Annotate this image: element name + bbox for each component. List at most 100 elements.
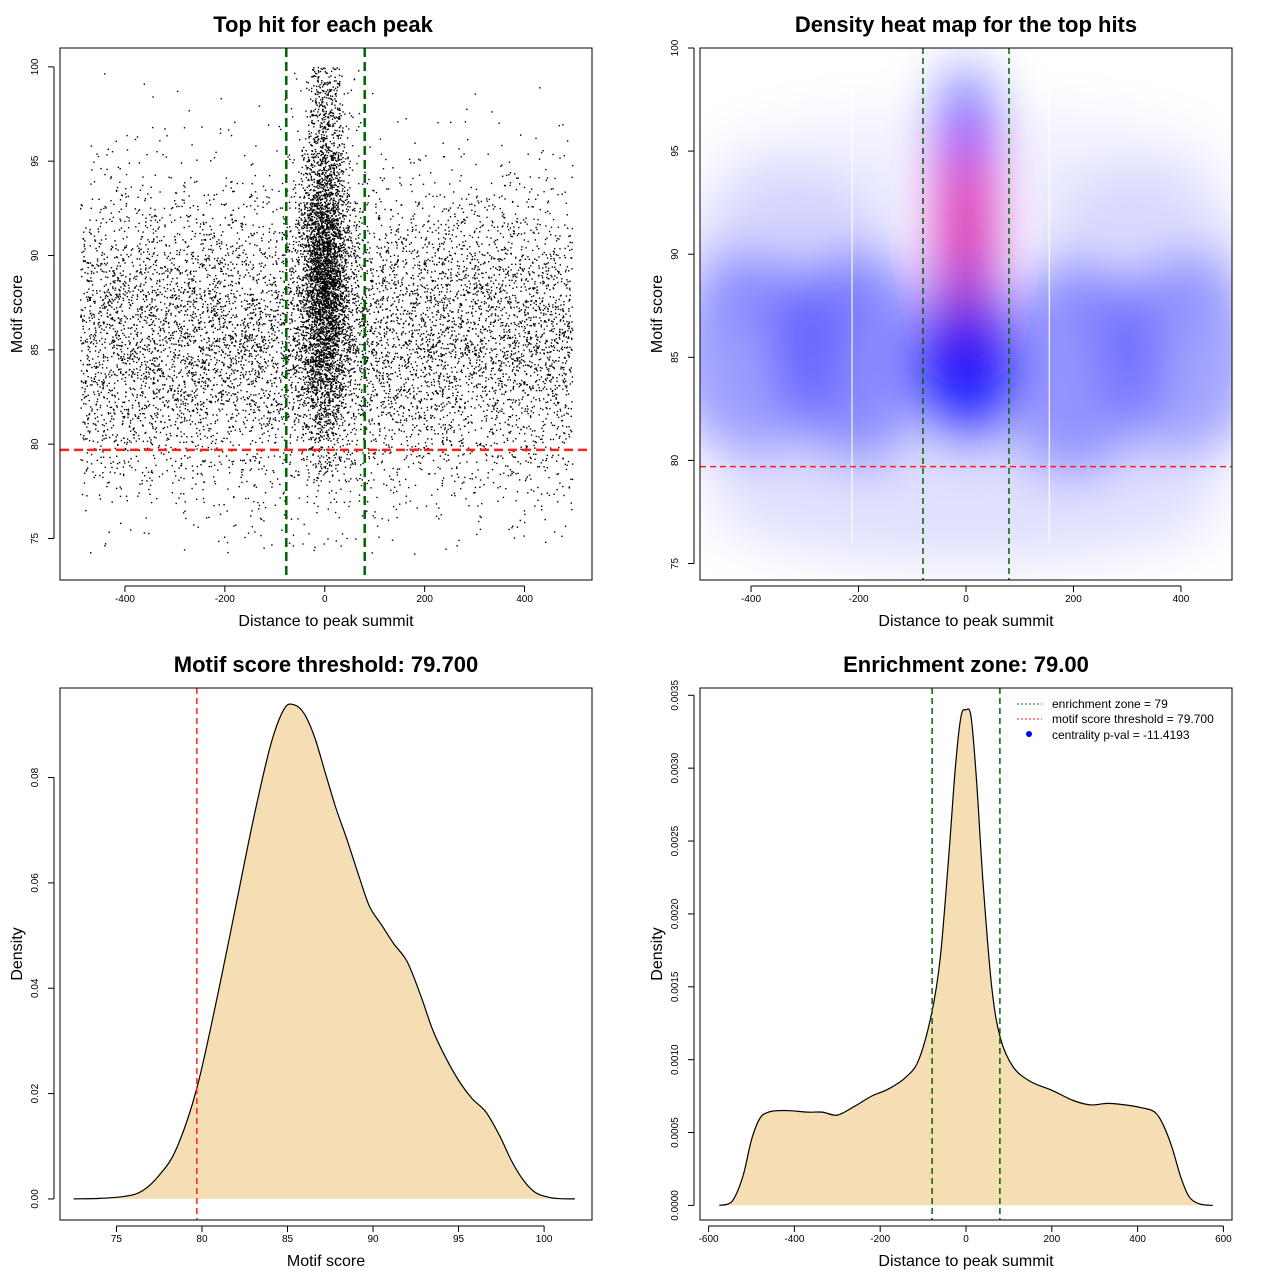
scatter-point — [390, 478, 392, 480]
scatter-point — [117, 296, 120, 298]
scatter-point — [110, 176, 112, 178]
scatter-point — [225, 244, 228, 246]
scatter-point — [151, 422, 153, 425]
scatter-point — [508, 528, 510, 531]
scatter-point — [169, 259, 171, 261]
scatter-point — [111, 220, 113, 223]
scatter-point — [507, 475, 509, 477]
scatter-point — [192, 399, 194, 401]
scatter-point — [355, 309, 358, 311]
scatter-point — [417, 285, 419, 287]
scatter-point — [151, 416, 153, 418]
scatter-point — [141, 214, 144, 216]
scatter-point — [443, 347, 445, 350]
scatter-point — [145, 320, 147, 322]
scatter-point — [252, 278, 254, 281]
scatter-point — [202, 243, 204, 245]
scatter-point — [265, 367, 267, 369]
scatter-point — [227, 129, 230, 131]
scatter-point — [559, 264, 561, 266]
scatter-point — [506, 296, 508, 298]
scatter-point — [125, 443, 128, 445]
scatter-point — [199, 418, 202, 421]
scatter-point — [494, 320, 497, 322]
scatter-point — [116, 293, 118, 296]
scatter-point — [566, 320, 568, 323]
scatter-point — [333, 298, 335, 300]
scatter-point — [376, 377, 378, 379]
scatter-point — [92, 423, 94, 425]
scatter-point — [198, 381, 201, 383]
scatter-point — [298, 497, 301, 499]
scatter-point — [391, 438, 393, 440]
scatter-point — [226, 510, 228, 512]
scatter-point — [264, 264, 266, 266]
scatter-point — [318, 273, 321, 275]
scatter-point — [477, 290, 479, 292]
scatter-point — [400, 318, 402, 320]
scatter-point — [112, 281, 115, 283]
scatter-point — [427, 333, 429, 336]
scatter-point — [381, 517, 383, 520]
scatter-point — [496, 416, 498, 419]
scatter-point — [462, 244, 464, 247]
scatter-point — [330, 378, 332, 380]
scatter-point — [550, 351, 552, 353]
scatter-point — [291, 303, 293, 305]
scatter-point — [490, 286, 493, 288]
scatter-point — [138, 438, 140, 440]
scatter-point — [247, 314, 249, 316]
scatter-point — [213, 194, 215, 196]
scatter-point — [500, 309, 502, 312]
scatter-point — [149, 484, 152, 487]
scatter-point — [548, 494, 551, 497]
scatter-point — [203, 295, 206, 297]
scatter-point — [175, 203, 177, 205]
scatter-point — [354, 418, 356, 420]
scatter-point — [196, 465, 198, 468]
scatter-point — [259, 422, 261, 425]
scatter-point — [105, 434, 107, 436]
scatter-point — [249, 317, 251, 320]
scatter-point — [210, 358, 212, 361]
scatter-point — [191, 362, 194, 364]
scatter-point — [468, 378, 470, 380]
scatter-point — [350, 464, 352, 466]
scatter-point — [203, 501, 205, 504]
scatter-point — [434, 408, 436, 410]
scatter-point — [501, 308, 504, 310]
scatter-point — [358, 126, 360, 128]
scatter-point — [194, 445, 197, 447]
scatter-point — [119, 290, 121, 292]
scatter-point — [477, 356, 479, 359]
scatter-point — [537, 232, 540, 234]
scatter-point — [222, 337, 225, 339]
scatter-point — [560, 366, 562, 368]
scatter-point — [140, 374, 143, 377]
scatter-point — [116, 406, 118, 408]
scatter-point — [89, 319, 91, 322]
scatter-point — [317, 365, 319, 368]
scatter-point — [475, 399, 478, 401]
scatter-point — [367, 393, 369, 396]
scatter-point — [540, 324, 542, 326]
scatter-point — [100, 243, 102, 245]
scatter-point — [552, 321, 554, 323]
scatter-point — [499, 343, 501, 345]
scatter-point — [193, 305, 195, 308]
scatter-point — [106, 256, 108, 258]
scatter-point — [165, 314, 167, 317]
scatter-point — [471, 311, 473, 313]
scatter-point — [127, 416, 129, 419]
scatter-point — [327, 508, 329, 510]
scatter-point — [277, 403, 279, 406]
scatter-point — [149, 477, 151, 479]
scatter-point — [210, 310, 213, 312]
scatter-point — [476, 533, 478, 536]
scatter-point — [339, 387, 341, 390]
scatter-point — [426, 339, 429, 341]
scatter-point — [357, 364, 359, 367]
scatter-point — [216, 338, 219, 340]
scatter-point — [253, 277, 255, 279]
scatter-point — [423, 320, 425, 322]
